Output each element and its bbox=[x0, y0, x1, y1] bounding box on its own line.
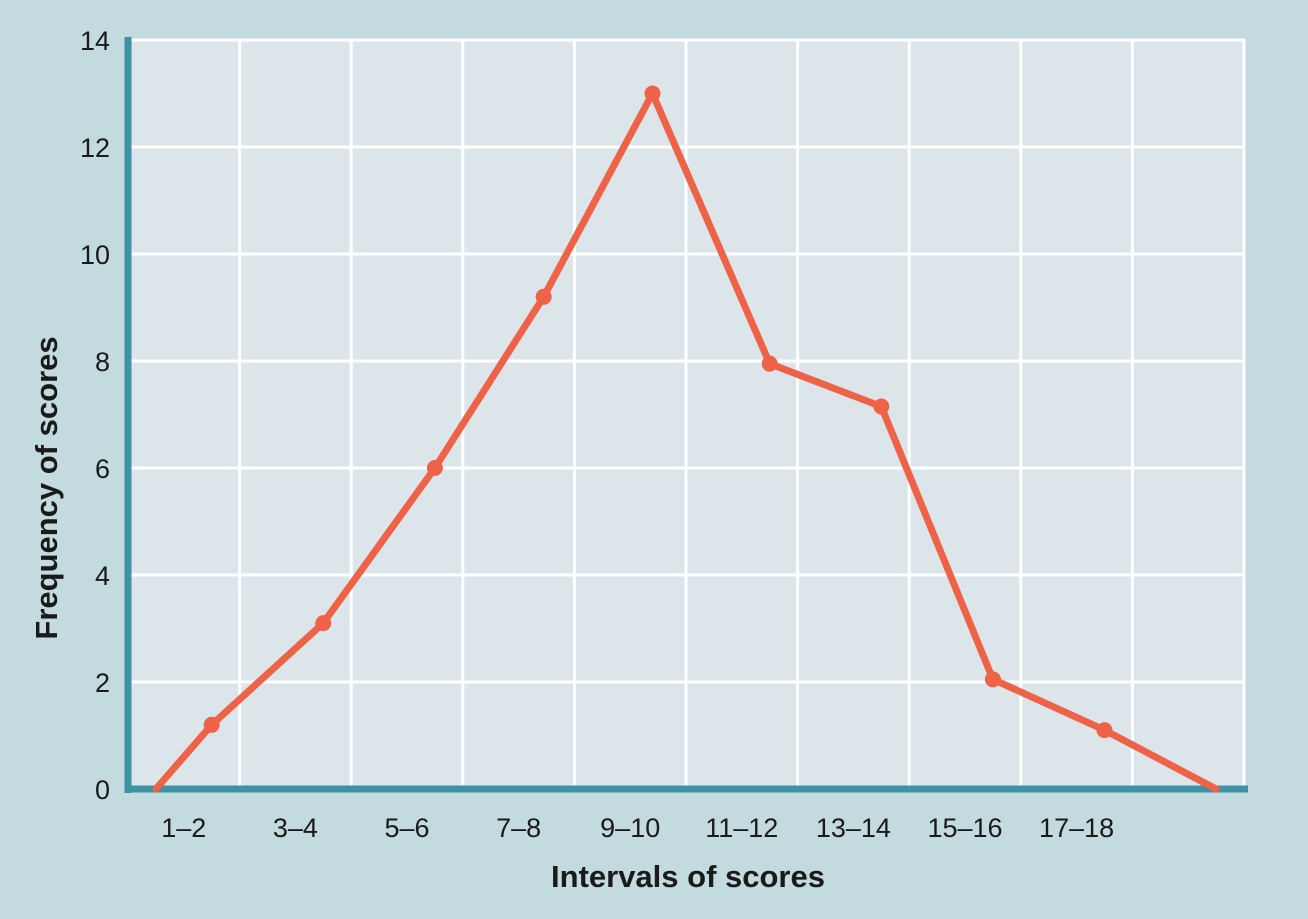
data-point bbox=[315, 615, 332, 632]
x-tick-label: 9–10 bbox=[600, 813, 660, 843]
axes bbox=[124, 37, 1248, 793]
data-point bbox=[873, 398, 890, 415]
x-tick-label: 3–4 bbox=[273, 813, 318, 843]
gridlines bbox=[128, 38, 1246, 789]
x-tick-label: 5–6 bbox=[384, 813, 429, 843]
series bbox=[152, 85, 1220, 793]
y-tick-label: 12 bbox=[80, 133, 110, 163]
data-point bbox=[426, 460, 443, 476]
x-tick-label: 17–18 bbox=[1039, 813, 1114, 843]
data-point bbox=[644, 85, 661, 102]
data-point bbox=[535, 288, 552, 305]
y-tick-label: 10 bbox=[80, 240, 110, 270]
y-tick-label: 8 bbox=[95, 347, 110, 377]
data-point bbox=[761, 355, 778, 372]
data-point bbox=[1096, 722, 1113, 739]
y-tick-label: 4 bbox=[95, 561, 110, 591]
y-tick-labels: 0 2 4 6 8 10 12 14 bbox=[80, 26, 110, 805]
y-tick-label: 0 bbox=[95, 775, 110, 805]
x-tick-labels: 1–2 3–4 5–6 7–8 9–10 11–12 13–14 15–16 17–18 bbox=[161, 813, 1114, 843]
y-tick-label: 6 bbox=[95, 454, 110, 484]
x-tick-label: 15–16 bbox=[927, 813, 1002, 843]
data-point bbox=[203, 716, 220, 733]
x-tick-label: 1–2 bbox=[161, 813, 206, 843]
x-tick-label: 11–12 bbox=[705, 813, 778, 843]
x-tick-label: 13–14 bbox=[816, 813, 891, 843]
y-axis-title: Frequency of scores bbox=[29, 336, 64, 639]
x-tick-label: 7–8 bbox=[496, 813, 541, 843]
y-tick-label: 14 bbox=[80, 26, 110, 56]
data-point bbox=[984, 671, 1001, 688]
x-axis-title: Intervals of scores bbox=[551, 859, 825, 894]
y-tick-label: 2 bbox=[95, 668, 110, 698]
